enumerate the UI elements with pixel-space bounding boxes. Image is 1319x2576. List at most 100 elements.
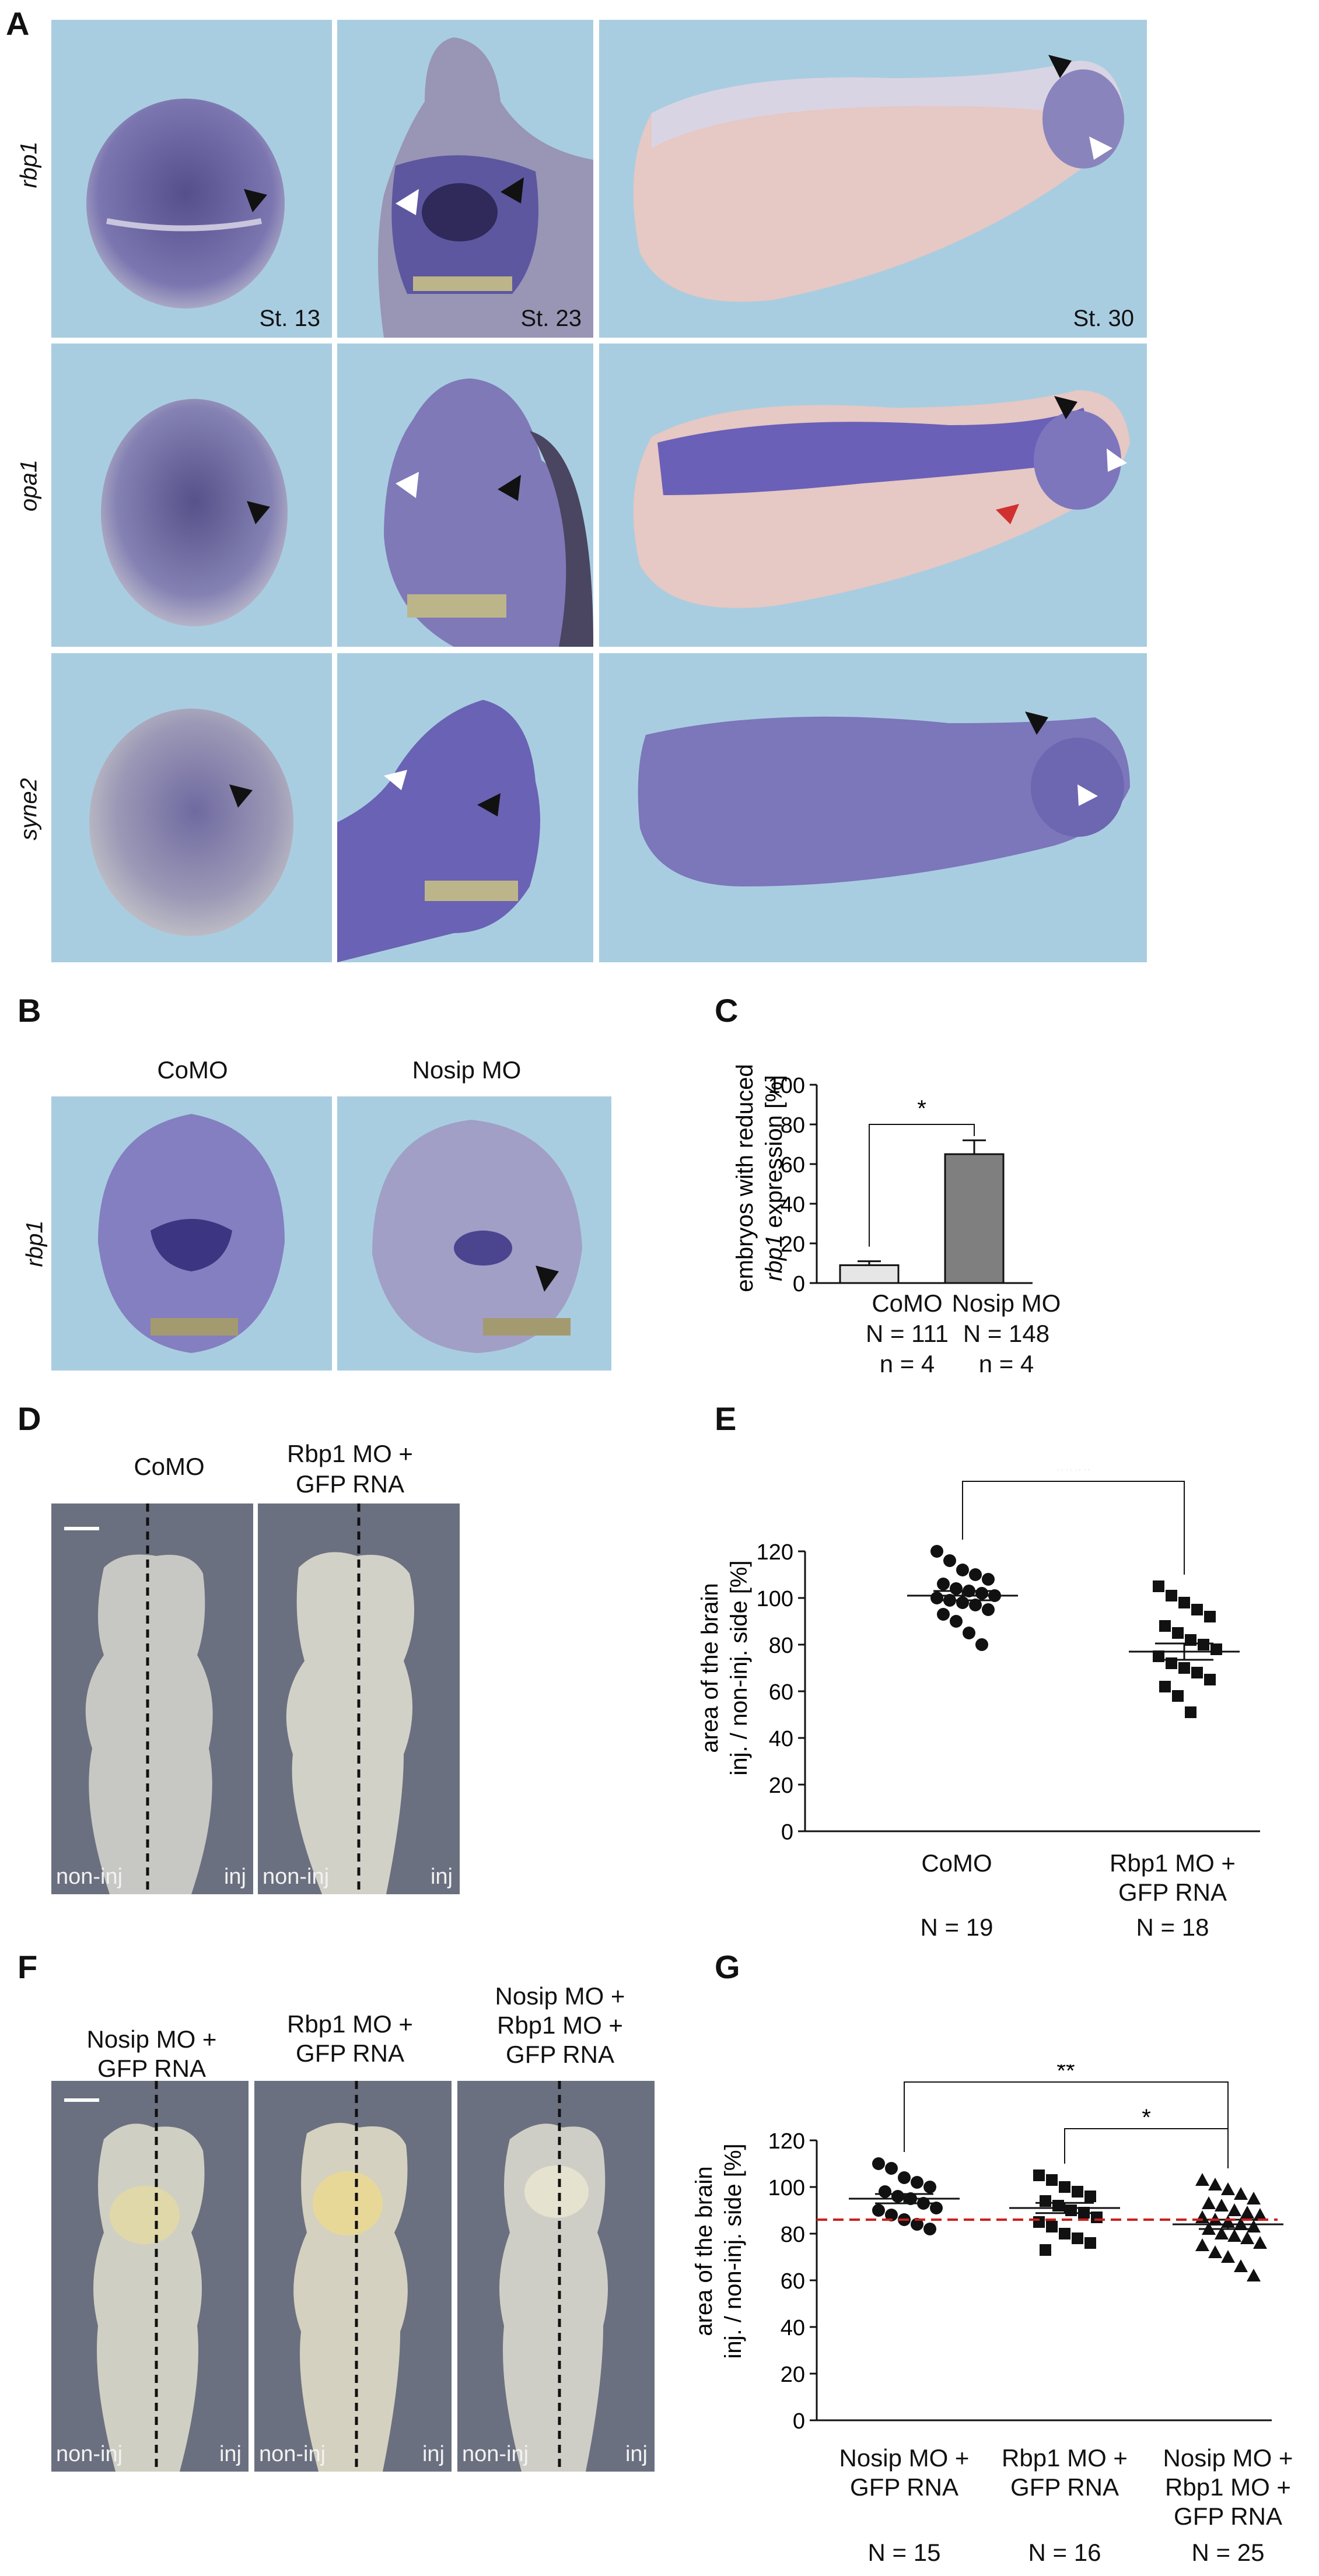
red-arrowhead [996,504,1019,524]
black-arrowhead [536,1266,559,1292]
data-point [982,1603,995,1616]
y-tick-label: 100 [768,2176,805,2200]
black-arrowhead [229,784,253,808]
data-point [1195,2238,1209,2251]
significance-stars: **** [1055,1470,1091,1483]
embryo-image-syne2-st13 [51,653,332,962]
data-point [1195,2173,1209,2186]
data-point [1159,1681,1171,1692]
significance-bracket [904,2081,1229,2168]
column-label-como-d: CoMO [134,1453,205,1480]
y-tick-label: 60 [769,1680,793,1705]
scatter-chart-g: area of the brain inj. / non-inj. side [… [691,2065,1283,2434]
embryo-drawing [86,99,285,309]
y-axis-label-e: area of the brain inj. / non-inj. side [… [697,1560,752,1775]
data-point [872,2157,885,2170]
embryo-image-rbp1-st30: St. 30 [599,20,1147,338]
data-point [975,1587,988,1600]
column-label-f1-line1: Nosip MO + [86,2025,217,2053]
category-label-g1-line2: GFP RNA [850,2473,958,2501]
data-point [885,2209,898,2221]
data-point [982,1573,995,1586]
y-tick-label: 40 [781,2316,805,2340]
non-injected-label: non-inj [56,2442,123,2466]
brain-drawing [286,1503,414,1894]
y-tick-label: 100 [757,1587,793,1611]
data-point [1234,2187,1248,2200]
data-point [1191,1604,1203,1615]
embryo-image-nosip-mo [337,1096,611,1371]
embryo-drawing [98,1114,285,1353]
svg-text:area of the brain: area of the brain [697,1583,723,1753]
data-point [911,2218,923,2231]
n-label-g2: N = 16 [1028,2539,1101,2566]
data-point [956,1564,969,1576]
data-point [1172,1690,1184,1702]
data-point [1240,2231,1254,2244]
data-point [1059,2181,1070,2193]
data-point [1247,2192,1261,2205]
bar-chart-c: embryos with reduced rbp1 expression [%]… [732,1064,1033,1296]
data-point [1059,2228,1070,2239]
column-label-rbp1-d: Rbp1 MO + [287,1440,413,1467]
n-label-g3: N = 25 [1191,2539,1265,2566]
embryo-drawing [378,37,593,338]
data-point [898,2171,911,2184]
data-point [1178,1597,1190,1608]
black-arrowhead [1054,396,1077,419]
y-tick-label: 80 [769,1634,793,1658]
data-point [1178,1662,1190,1674]
data-point [891,2190,904,2203]
y-tick-label: 0 [793,2409,805,2434]
white-arrowhead [396,189,419,215]
white-arrowhead [1107,448,1127,472]
injected-label: inj [625,2442,648,2466]
column-label-f2-line2: GFP RNA [296,2039,404,2067]
data-point [1040,2195,1051,2207]
n-label-como-c: N = 111 [865,1320,949,1347]
non-injected-label: non-inj [462,2442,529,2466]
data-point [1204,1674,1216,1685]
embryo-drawing [638,712,1130,886]
y-axis-label-c: embryos with reduced rbp1 expression [%] [732,1064,787,1292]
data-point [1185,1706,1196,1718]
scatter-chart-e: area of the brain inj. / non-inj. side [… [697,1470,1260,1845]
data-point [1204,1611,1216,1622]
significance-bracket [869,1124,975,1247]
n-label-rbp1-e: N = 18 [1136,1913,1209,1941]
y-tick-label: 40 [781,1193,805,1217]
data-point [1202,2196,1216,2209]
data-point [930,1592,943,1604]
brain-image-como: non-inj inj [51,1503,253,1894]
data-point [975,1638,988,1651]
data-point [1046,2174,1058,2186]
data-point [1227,2203,1241,2216]
bar [944,1153,1005,1284]
row-label-rbp1-b: rbp1 [22,1220,48,1267]
category-label-rbp1-e-1: Rbp1 MO + [1110,1849,1236,1877]
brain-drawing [64,1503,213,1894]
brain-drawing [293,2081,408,2472]
category-label-nosip-c: Nosip MO [951,1289,1061,1317]
n-label-nosip-c: N = 148 [963,1320,1050,1347]
column-label-f3-line2: Rbp1 MO + [497,2011,623,2039]
data-point [1084,2237,1096,2249]
embryo-drawing [337,700,540,962]
panel-label-b: B [18,992,41,1029]
data-point [1221,2250,1235,2263]
injected-label: inj [430,1864,453,1889]
y-tick-label: 60 [781,1153,805,1177]
y-tick-label: 80 [781,2223,805,2247]
category-label-rbp1-e-2: GFP RNA [1118,1878,1227,1906]
data-point [969,1568,982,1581]
svg-text:inj. / non-inj. side [%]: inj. / non-inj. side [%] [726,1560,752,1775]
data-point [1072,2232,1083,2244]
white-arrowhead [1089,136,1112,160]
embryo-image-opa1-st30 [599,344,1147,647]
data-point [923,2181,936,2193]
embryo-image-syne2-st30 [599,653,1147,962]
data-point [1052,2200,1064,2211]
embryo-image-rbp1-st23: St. 23 [337,20,593,338]
category-label-g3-line3: GFP RNA [1174,2503,1282,2530]
data-point [1247,2269,1261,2281]
